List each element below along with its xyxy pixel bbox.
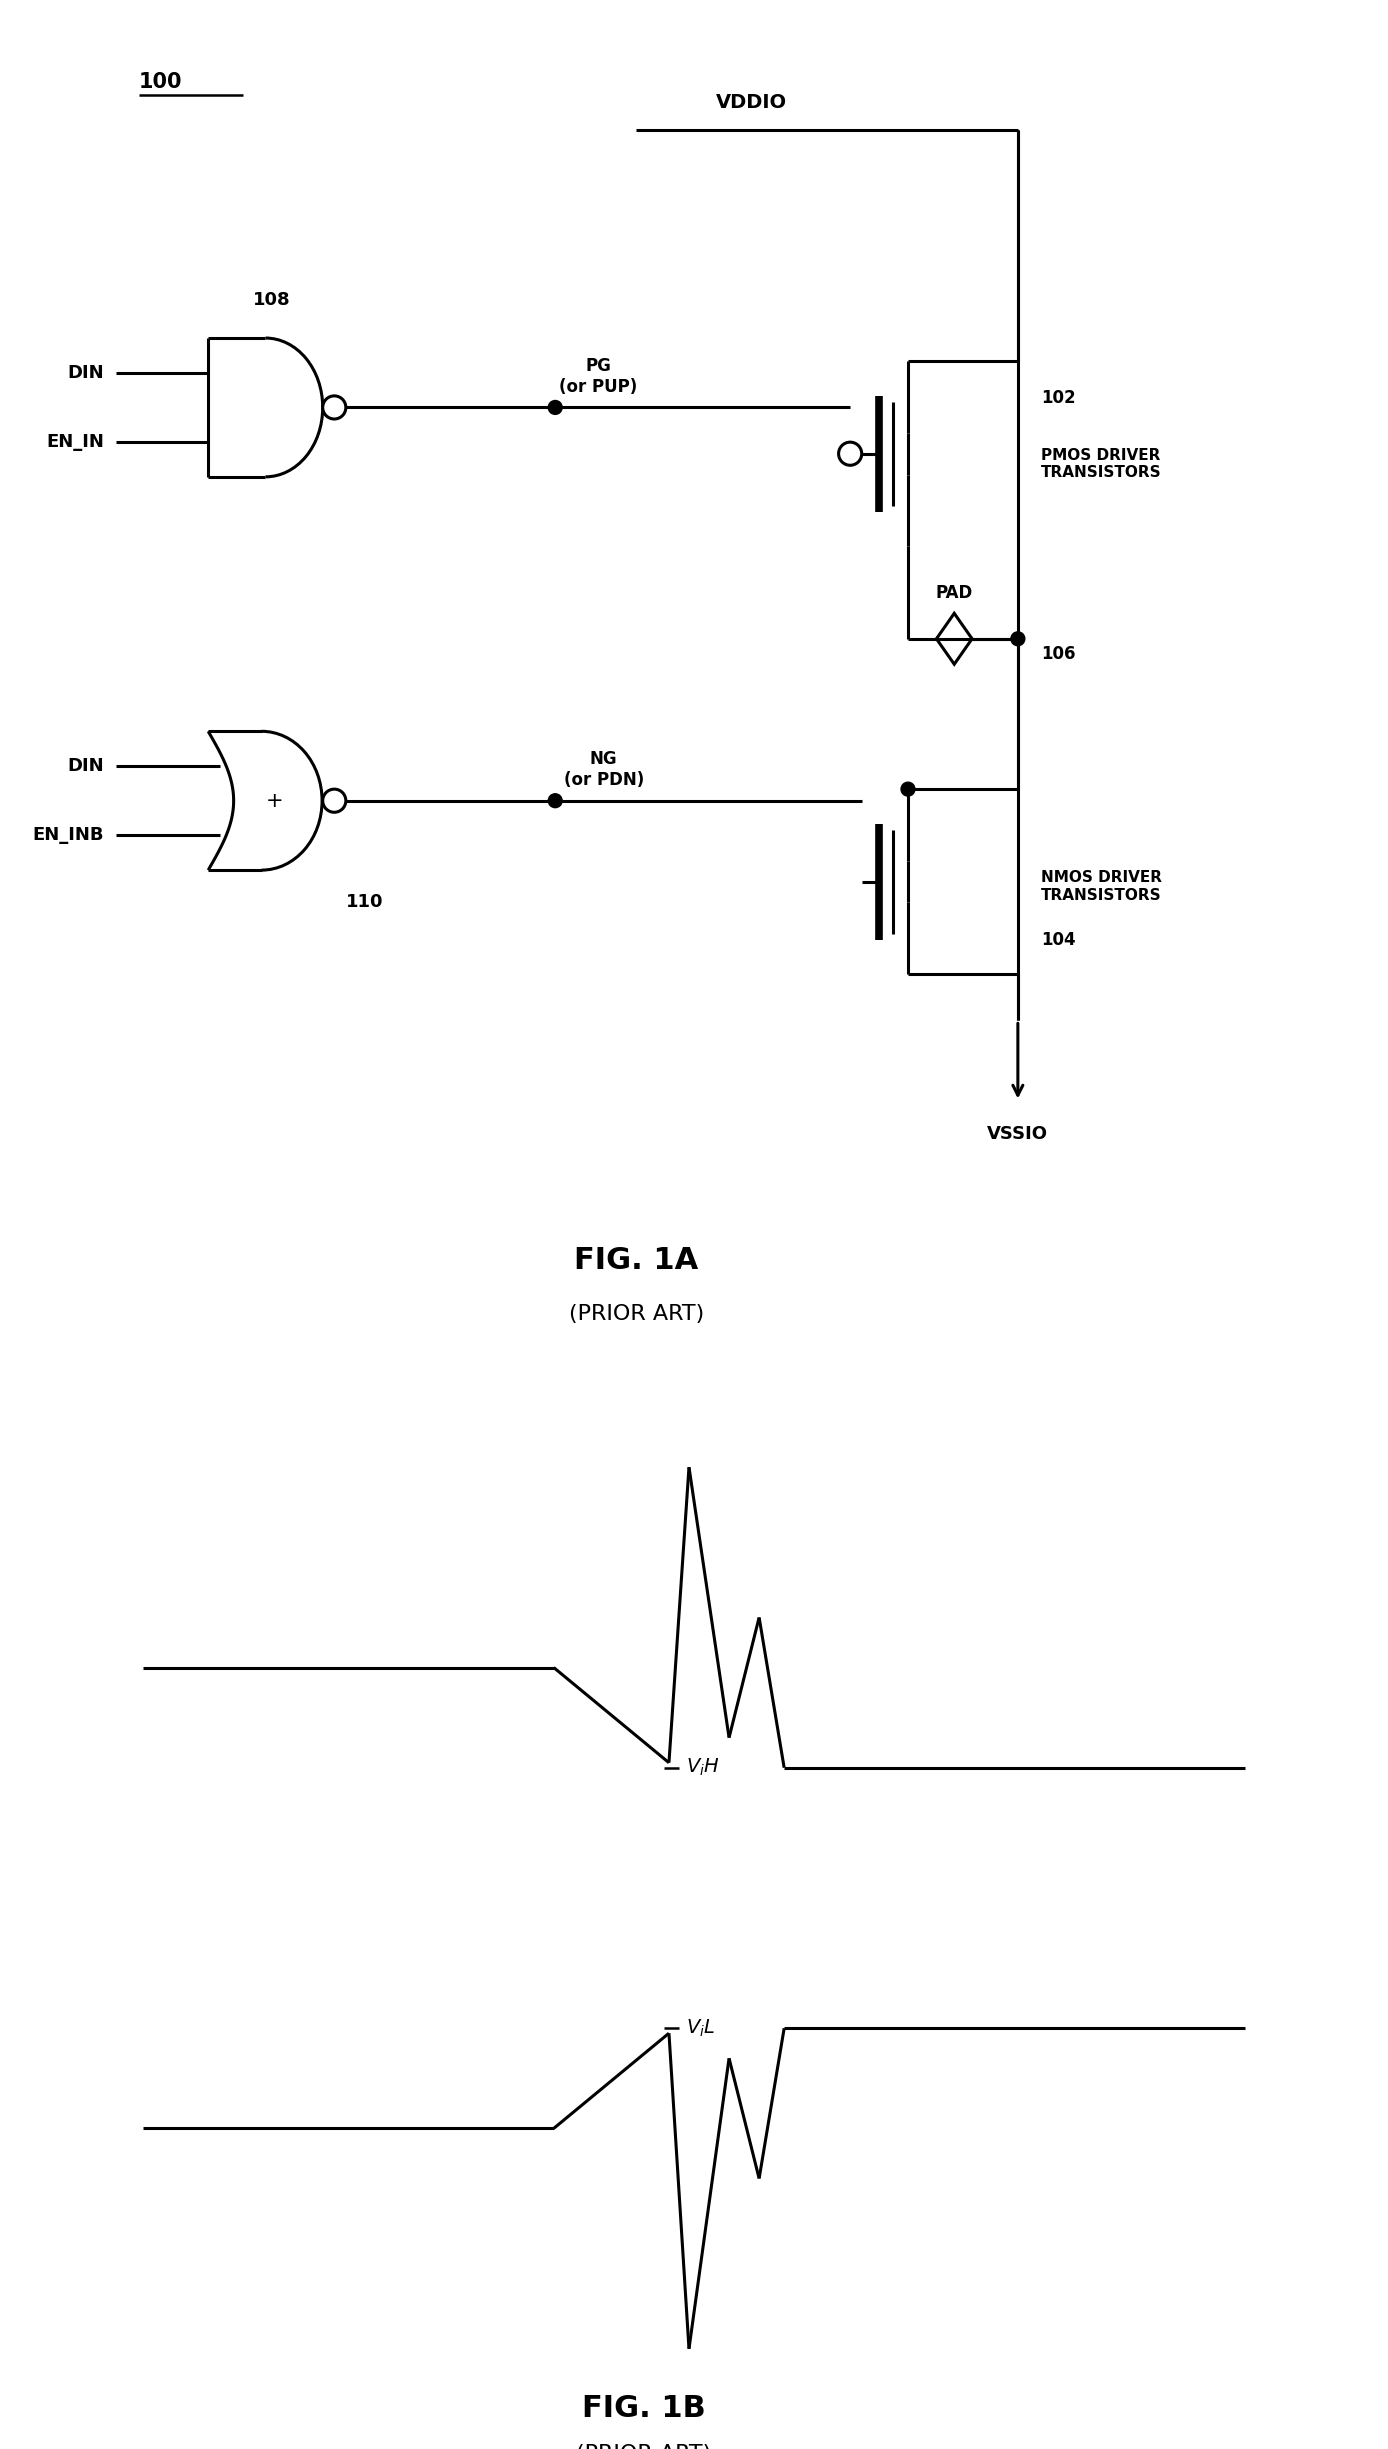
Text: PMOS DRIVER
TRANSISTORS: PMOS DRIVER TRANSISTORS bbox=[1041, 448, 1162, 480]
Text: 104: 104 bbox=[1041, 931, 1076, 948]
Text: 106: 106 bbox=[1041, 644, 1076, 664]
Text: EN_IN: EN_IN bbox=[46, 433, 104, 451]
Circle shape bbox=[548, 793, 562, 808]
Text: VSSIO: VSSIO bbox=[987, 1124, 1048, 1144]
Text: +: + bbox=[265, 791, 283, 811]
Text: 110: 110 bbox=[346, 894, 383, 911]
Text: PG
(or PUP): PG (or PUP) bbox=[559, 358, 637, 397]
Circle shape bbox=[1010, 632, 1024, 647]
Text: PAD: PAD bbox=[936, 583, 973, 602]
Circle shape bbox=[838, 443, 862, 465]
Text: VDDIO: VDDIO bbox=[716, 93, 787, 113]
Circle shape bbox=[322, 789, 346, 813]
Text: NG
(or PDN): NG (or PDN) bbox=[564, 749, 644, 789]
Text: DIN: DIN bbox=[68, 757, 104, 774]
Text: 100: 100 bbox=[139, 71, 182, 93]
Text: (PRIOR ART): (PRIOR ART) bbox=[569, 1303, 704, 1325]
Text: DIN: DIN bbox=[68, 365, 104, 382]
Text: (PRIOR ART): (PRIOR ART) bbox=[576, 2444, 712, 2449]
Circle shape bbox=[548, 402, 562, 414]
Circle shape bbox=[901, 781, 915, 796]
Text: V$_i$H: V$_i$H bbox=[686, 1756, 720, 1778]
Text: 108: 108 bbox=[253, 291, 290, 309]
Text: 102: 102 bbox=[1041, 389, 1076, 407]
Text: EN_INB: EN_INB bbox=[32, 825, 104, 845]
Text: NMOS DRIVER
TRANSISTORS: NMOS DRIVER TRANSISTORS bbox=[1041, 869, 1162, 904]
Circle shape bbox=[322, 397, 346, 419]
Text: V$_i$L: V$_i$L bbox=[686, 2018, 716, 2040]
Text: FIG. 1B: FIG. 1B bbox=[582, 2395, 705, 2422]
Text: FIG. 1A: FIG. 1A bbox=[575, 1247, 698, 1276]
